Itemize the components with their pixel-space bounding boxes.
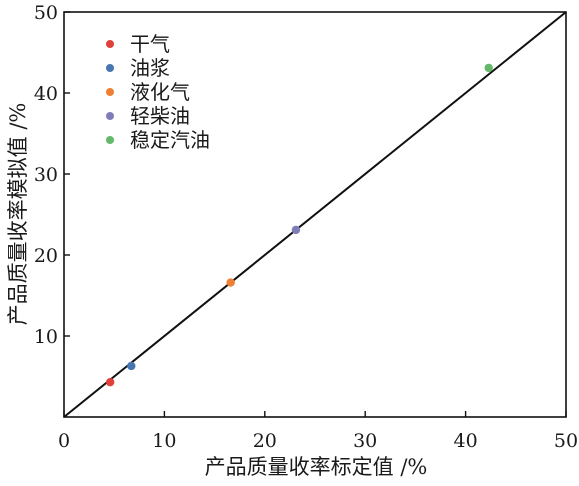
x-tick-label: 10: [152, 430, 176, 452]
y-tick-label: 20: [34, 245, 58, 267]
data-points-layer: [105, 63, 493, 387]
legend-marker: [106, 112, 114, 120]
x-tick-label: 0: [58, 430, 70, 452]
legend-label: 稳定汽油: [130, 128, 210, 152]
data-point: [105, 377, 115, 387]
x-tick-label: 30: [353, 430, 377, 452]
data-point: [127, 361, 136, 371]
reference-line-y-equals-x: [63, 11, 567, 418]
data-point: [291, 225, 301, 235]
data-point: [484, 63, 493, 73]
tick-labels-layer: 0 10 20 30 40 50 10 20 30 40 50: [34, 2, 578, 452]
legend-label: 液化气: [130, 80, 190, 104]
x-tick-label: 50: [554, 430, 578, 452]
reference-line-layer: [63, 11, 567, 418]
y-tick-label: 30: [34, 164, 58, 186]
y-tick-label: 50: [34, 2, 58, 24]
legend-label: 油浆: [130, 56, 170, 80]
data-point: [226, 278, 235, 287]
x-tick-label: 20: [253, 430, 277, 452]
legend-label: 轻柴油: [130, 104, 190, 128]
legend-marker: [106, 64, 114, 72]
y-tick-label: 40: [34, 83, 58, 105]
x-axis-title: 产品质量收率标定值 /%: [205, 455, 428, 479]
legend-marker: [106, 88, 114, 96]
x-tick-label: 40: [454, 430, 478, 452]
legend-label: 干气: [130, 32, 170, 56]
axes-layer: [63, 11, 567, 418]
legend-marker: [106, 40, 114, 48]
y-axis-title: 产品质量收率模拟值 /%: [6, 103, 30, 326]
y-tick-label: 10: [34, 326, 58, 348]
legend-marker: [106, 136, 114, 144]
plot-frame: [63, 11, 567, 418]
